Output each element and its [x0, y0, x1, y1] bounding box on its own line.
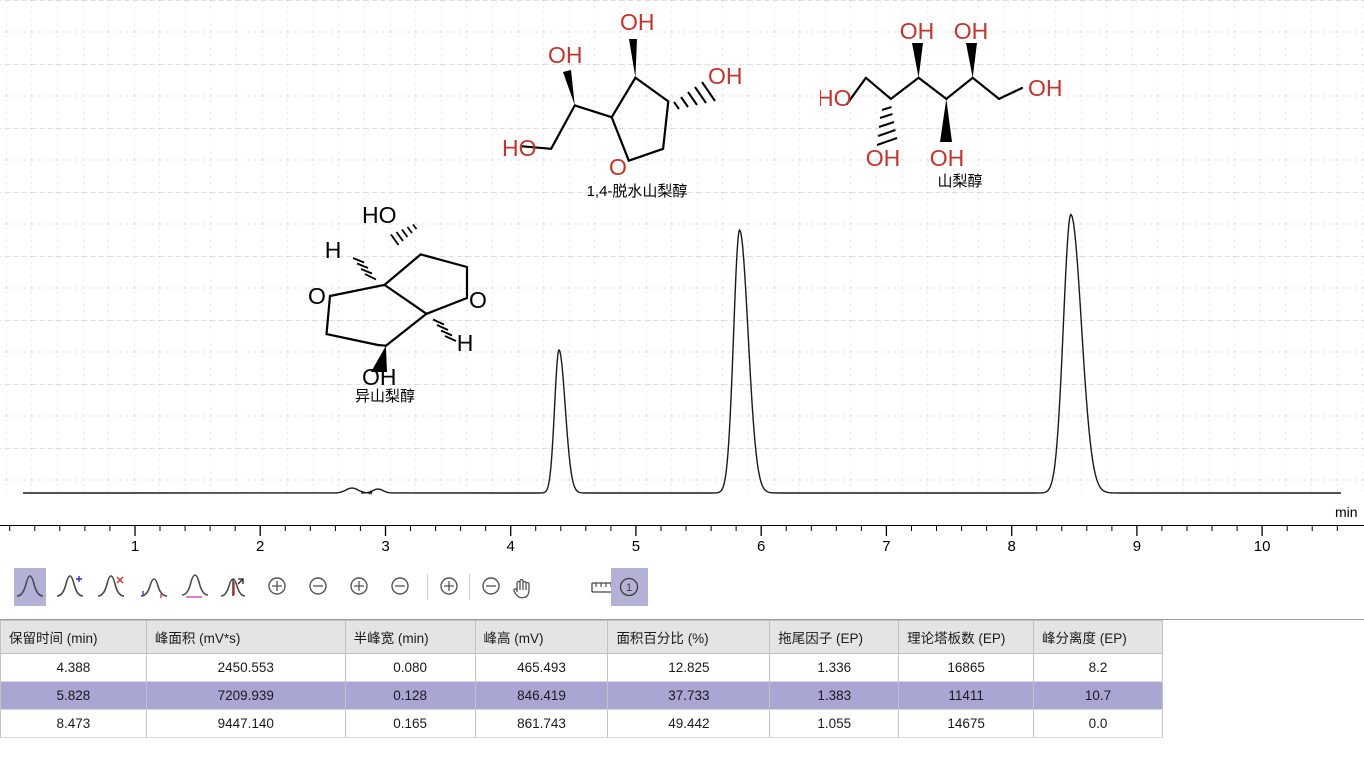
svg-text:OH: OH [866, 145, 901, 171]
svg-text:HO: HO [502, 135, 537, 161]
svg-text:OH: OH [548, 42, 583, 68]
svg-text:1: 1 [626, 582, 632, 594]
svg-text:3: 3 [381, 538, 389, 555]
svg-text:1,4-脱水山梨醇: 1,4-脱水山梨醇 [587, 183, 688, 200]
svg-text:OH: OH [930, 145, 965, 171]
svg-text:min: min [1335, 504, 1358, 520]
svg-text:5: 5 [632, 538, 640, 555]
svg-text:9: 9 [1133, 538, 1141, 555]
svg-text:O: O [609, 154, 627, 180]
svg-text:OH: OH [620, 10, 655, 35]
svg-text:OH: OH [1028, 75, 1063, 101]
svg-text:4: 4 [507, 538, 515, 555]
svg-text:1: 1 [131, 538, 139, 555]
svg-text:OH: OH [708, 63, 743, 89]
svg-text:7: 7 [882, 538, 890, 555]
svg-text:H: H [457, 330, 474, 356]
svg-text:异山梨醇: 异山梨醇 [355, 388, 415, 405]
svg-text:山梨醇: 山梨醇 [937, 173, 982, 190]
svg-text:8: 8 [1008, 538, 1016, 555]
svg-text:2: 2 [256, 538, 264, 555]
svg-text:HO: HO [820, 85, 852, 111]
svg-text:O: O [308, 283, 326, 309]
svg-text:O: O [469, 287, 487, 313]
svg-text:6: 6 [757, 538, 765, 555]
svg-text:OH: OH [900, 20, 935, 44]
svg-text:OH: OH [362, 364, 397, 390]
svg-text:HO: HO [362, 202, 397, 228]
svg-text:10: 10 [1254, 538, 1271, 555]
svg-text:OH: OH [954, 20, 989, 44]
svg-text:H: H [325, 237, 342, 263]
